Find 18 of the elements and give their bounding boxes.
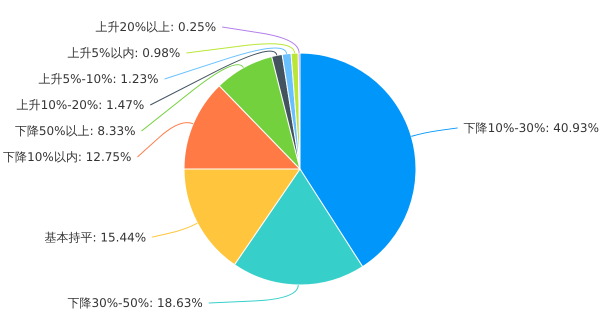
slice-label: 下降10%-30%: [464, 121, 546, 136]
data-label: : 0.98%: [134, 46, 180, 60]
data-label: : 8.33%: [90, 124, 136, 138]
slice-label: 下降50%以上: [14, 124, 90, 138]
data-label: : 18.63%: [149, 296, 203, 310]
data-label: : 0.25%: [170, 20, 216, 34]
data-label: : 1.47%: [98, 98, 144, 112]
slice-label: 上升5%以内: [67, 46, 134, 60]
slice-label: 下降10%以内: [3, 150, 78, 164]
slice-label: 上升20%以上: [95, 20, 170, 34]
data-label: : 1.23%: [112, 72, 159, 86]
slice-label: 下降30%-50%: [67, 296, 150, 310]
data-label: : 12.75%: [78, 150, 132, 164]
slice-label: 上升10%-20%: [16, 98, 98, 112]
slice-label: 上升5%-10%: [38, 72, 113, 86]
slice-label: 基本持平: [44, 230, 92, 244]
data-label: : 15.44%: [92, 230, 146, 244]
data-label: : 40.93%: [545, 121, 599, 136]
